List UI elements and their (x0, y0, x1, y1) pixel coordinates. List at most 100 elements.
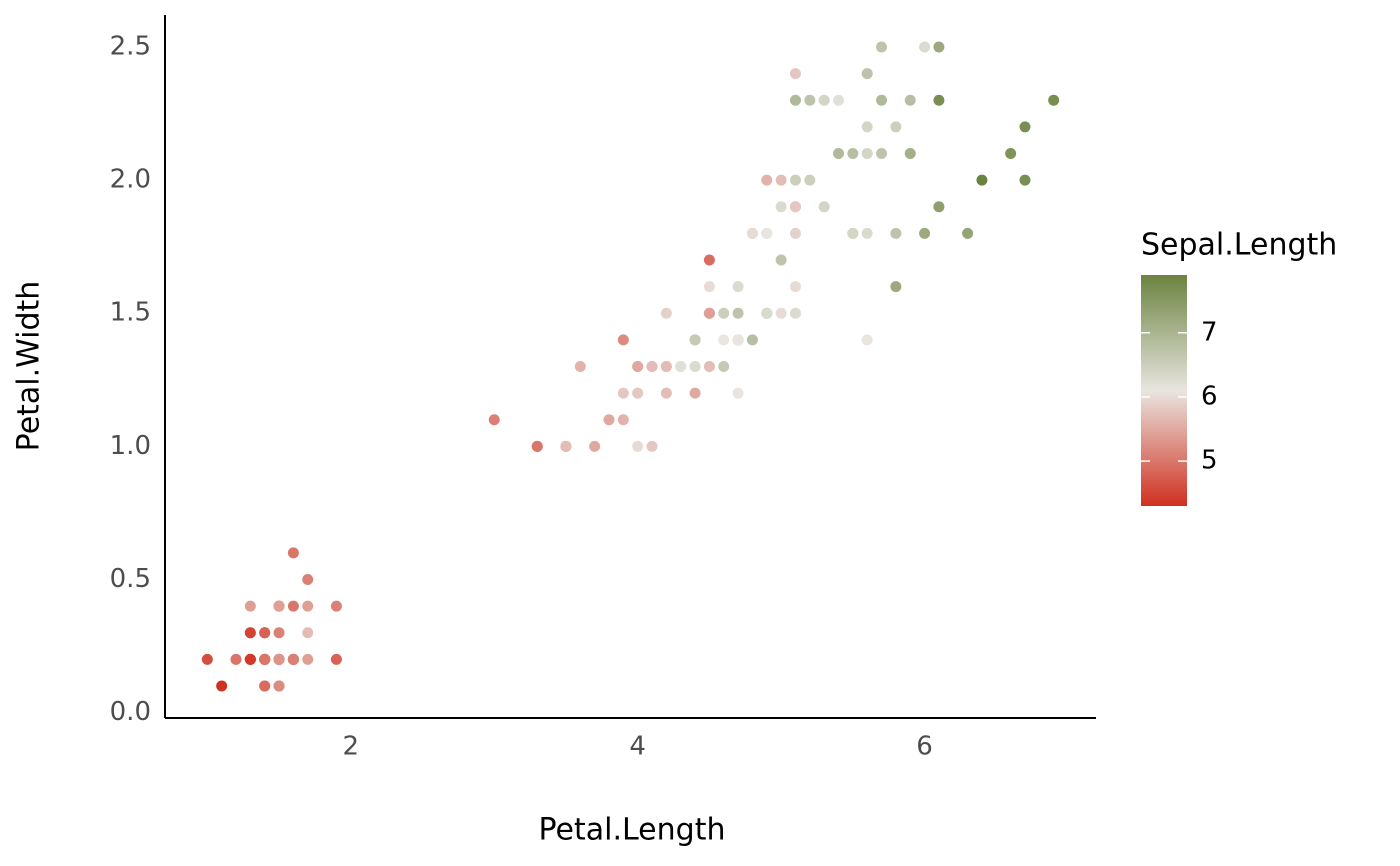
point (732, 334, 744, 346)
point (775, 254, 787, 266)
point (761, 227, 773, 239)
color-tick-label: 7 (1201, 317, 1218, 347)
point (646, 440, 658, 452)
x-tick-label: 4 (629, 732, 646, 762)
point (660, 387, 672, 399)
point (259, 680, 271, 692)
x-tick-label: 2 (342, 732, 359, 762)
point (617, 414, 629, 426)
point (818, 94, 830, 106)
point (847, 147, 859, 159)
point (244, 600, 256, 612)
point (689, 361, 701, 372)
color-bar (1141, 275, 1187, 506)
point (890, 227, 902, 239)
point (861, 121, 873, 133)
legend-title: Sepal.Length (1141, 228, 1337, 263)
point (732, 307, 744, 319)
point (718, 361, 730, 372)
point (216, 680, 228, 692)
point (1048, 94, 1060, 106)
point (632, 361, 644, 372)
point (703, 307, 715, 319)
point (818, 201, 830, 213)
y-axis-label: Petal.Width (12, 281, 47, 452)
point (273, 600, 285, 612)
point (904, 147, 916, 159)
point (259, 627, 271, 639)
point (718, 307, 730, 319)
point (273, 680, 285, 692)
point (302, 574, 314, 586)
point (861, 147, 873, 159)
point (574, 361, 586, 372)
point (287, 547, 299, 559)
point (933, 41, 945, 53)
point (861, 68, 873, 80)
point (833, 147, 845, 159)
point (876, 41, 888, 53)
point (861, 227, 873, 239)
y-tick-label: 2.0 (110, 165, 151, 195)
point (876, 147, 888, 159)
point (488, 414, 500, 426)
point (861, 334, 873, 346)
point (876, 94, 888, 106)
point (833, 94, 845, 106)
point (689, 387, 701, 399)
x-tick-label: 6 (916, 732, 933, 762)
point (201, 653, 213, 665)
point (890, 281, 902, 293)
y-tick-label: 2.5 (110, 31, 151, 61)
point (789, 174, 801, 186)
point (259, 653, 271, 665)
point (244, 627, 256, 639)
point (789, 201, 801, 213)
point (675, 361, 687, 372)
point (761, 174, 773, 186)
point (273, 627, 285, 639)
point (761, 307, 773, 319)
point (718, 334, 730, 346)
point (689, 334, 701, 346)
point (230, 653, 242, 665)
point (632, 387, 644, 399)
point (632, 440, 644, 452)
point (919, 41, 931, 53)
point (287, 653, 299, 665)
point (789, 281, 801, 293)
point (703, 361, 715, 372)
point (1019, 121, 1031, 133)
y-tick-label: 0.5 (110, 564, 151, 594)
point (789, 307, 801, 319)
point (732, 387, 744, 399)
point (890, 121, 902, 133)
point (804, 94, 816, 106)
point (589, 440, 601, 452)
point (789, 68, 801, 80)
point (789, 94, 801, 106)
point (962, 227, 974, 239)
point (746, 227, 758, 239)
point (847, 227, 859, 239)
point (775, 201, 787, 213)
y-tick-label: 1.5 (110, 298, 151, 328)
point (273, 653, 285, 665)
point (287, 600, 299, 612)
point (646, 361, 658, 372)
point (560, 440, 572, 452)
point (531, 440, 543, 452)
point (617, 334, 629, 346)
point (1019, 174, 1031, 186)
color-tick-label: 5 (1201, 446, 1218, 476)
point (302, 627, 314, 639)
point (603, 414, 615, 426)
point (617, 387, 629, 399)
point (703, 254, 715, 266)
point (919, 227, 931, 239)
point (904, 94, 916, 106)
point (703, 281, 715, 293)
point (933, 201, 945, 213)
point (746, 334, 758, 346)
